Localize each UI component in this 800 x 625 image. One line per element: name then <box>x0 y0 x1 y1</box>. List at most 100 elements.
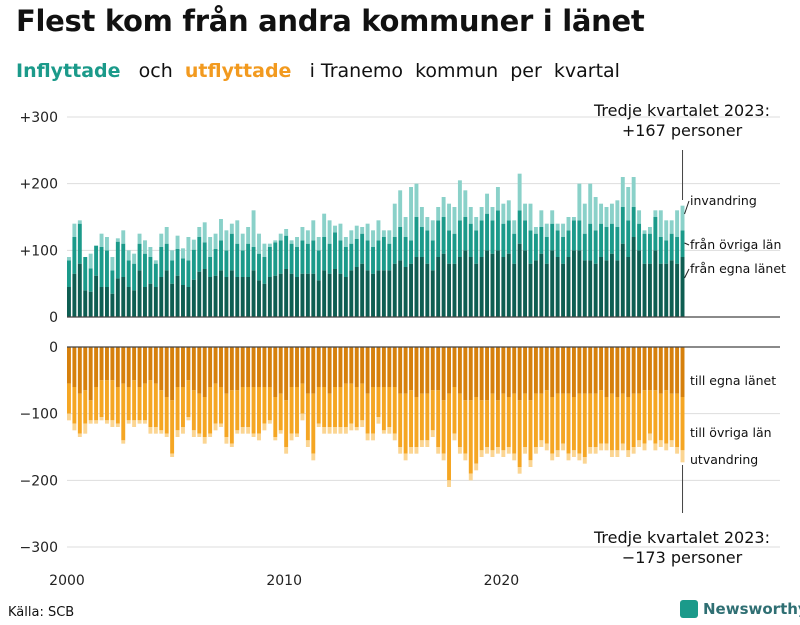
bar-out-segment <box>208 433 213 437</box>
bar-out-segment <box>83 423 88 434</box>
bar-out-segment <box>83 347 88 391</box>
bar-out-segment <box>295 387 299 434</box>
bar-in-segment <box>381 230 386 237</box>
bar-out-segment <box>387 387 392 427</box>
bar-in-segment <box>262 243 267 257</box>
bar-out-segment <box>219 347 223 387</box>
bar-out-segment <box>229 443 234 447</box>
bar-in-segment <box>495 210 500 251</box>
bar-out-segment <box>463 453 468 461</box>
bar-out-segment <box>67 347 71 384</box>
bar-in-segment <box>441 197 446 217</box>
bar-out-segment <box>181 427 185 434</box>
bar-out-segment <box>604 397 609 444</box>
bar-out-segment <box>219 423 223 427</box>
bar-in-segment <box>582 203 587 234</box>
bar-out-segment <box>371 347 375 387</box>
bar-out-segment <box>257 387 261 434</box>
bar-out-segment <box>257 347 261 387</box>
bar-in-segment <box>533 233 538 261</box>
bar-out-segment <box>647 433 652 441</box>
bar-in-segment <box>463 217 468 251</box>
bar-out-segment <box>115 347 120 387</box>
bar-in-segment <box>295 277 299 317</box>
bar-in-segment <box>447 263 451 317</box>
bar-in-segment <box>186 287 191 317</box>
y-tick-label: 0 <box>49 310 58 326</box>
bar-in-segment <box>615 260 620 317</box>
bar-in-segment <box>208 257 213 277</box>
annotation-top-line2: +167 personer <box>622 121 743 140</box>
bar-out-segment <box>181 387 185 427</box>
bar-in-segment <box>631 207 636 237</box>
bar-in-segment <box>251 210 256 247</box>
bar-out-segment <box>197 393 202 434</box>
bar-out-segment <box>441 347 446 401</box>
bar-out-segment <box>153 347 158 384</box>
bar-out-segment <box>343 427 348 434</box>
bar-out-segment <box>436 447 441 454</box>
bar-in-segment <box>485 213 490 251</box>
bar-out-segment <box>409 347 413 391</box>
bar-out-segment <box>115 387 120 424</box>
bar-in-segment <box>305 230 310 244</box>
bar-in-segment <box>191 239 196 250</box>
bar-in-segment <box>539 227 544 254</box>
bar-in-segment <box>599 257 604 317</box>
bar-out-segment <box>333 387 337 427</box>
bar-out-segment <box>349 383 354 424</box>
bar-in-segment <box>137 270 142 317</box>
bar-in-segment <box>371 230 375 247</box>
bar-in-segment <box>680 257 685 317</box>
bar-out-segment <box>289 347 294 387</box>
bar-in-segment <box>126 250 131 261</box>
bar-in-segment <box>235 243 240 277</box>
bar-in-segment <box>88 268 93 292</box>
bar-out-segment <box>229 347 234 391</box>
bar-in-segment <box>311 240 316 274</box>
bar-in-segment <box>544 263 549 317</box>
bar-out-segment <box>349 423 354 431</box>
y-tick-label: −100 <box>20 407 58 423</box>
bar-out-segment <box>495 400 500 447</box>
bar-out-segment <box>289 433 294 441</box>
bar-in-segment <box>561 237 566 264</box>
bar-out-segment <box>365 347 370 394</box>
bar-out-segment <box>609 450 614 457</box>
bar-in-segment <box>631 237 636 317</box>
bar-out-segment <box>246 387 251 427</box>
bar-in-segment <box>121 277 126 317</box>
bar-in-segment <box>278 233 283 241</box>
bar-out-segment <box>278 393 283 431</box>
bar-out-segment <box>626 450 631 457</box>
bar-in-segment <box>197 227 202 237</box>
bar-in-segment <box>561 263 566 317</box>
bar-out-segment <box>148 427 153 434</box>
bar-in-segment <box>115 278 120 317</box>
bar-in-segment <box>360 263 365 317</box>
bar-in-segment <box>626 257 631 317</box>
bar-out-segment <box>322 427 327 434</box>
series-label-connector <box>684 242 690 246</box>
bar-out-segment <box>517 347 522 401</box>
bar-out-segment <box>463 347 468 401</box>
bar-in-segment <box>67 287 71 317</box>
bar-out-segment <box>338 347 343 387</box>
bar-out-segment <box>561 443 566 451</box>
bar-out-segment <box>571 397 576 451</box>
bar-in-segment <box>387 270 392 317</box>
bar-in-segment <box>474 217 479 231</box>
bar-in-segment <box>181 248 185 259</box>
bar-in-segment <box>159 247 164 277</box>
bar-out-segment <box>246 347 251 387</box>
bar-out-segment <box>539 347 544 394</box>
bar-out-segment <box>72 347 77 387</box>
bar-out-segment <box>414 447 419 454</box>
bar-in-segment <box>485 193 490 214</box>
bar-out-segment <box>675 447 680 454</box>
bar-out-segment <box>132 380 137 421</box>
subtitle-rest: i Tranemo kommun per kvartal <box>309 60 620 82</box>
bar-in-segment <box>392 203 397 237</box>
bar-in-segment <box>77 223 82 264</box>
bar-in-segment <box>132 290 137 317</box>
